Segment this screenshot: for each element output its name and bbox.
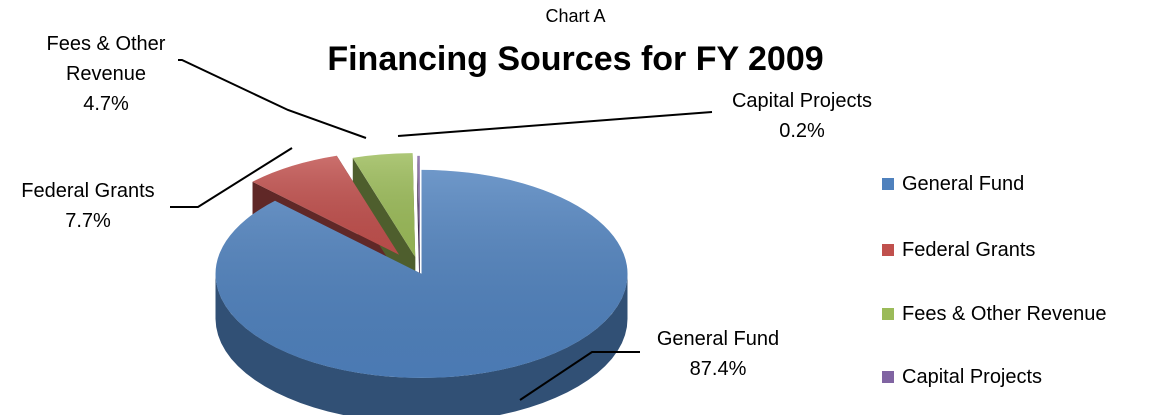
legend-item-federal-grants: Federal Grants	[882, 236, 1035, 264]
data-label-capital: Capital Projects 0.2%	[732, 90, 872, 142]
slice-shade-capital-projects	[417, 155, 420, 260]
chart-title: Financing Sources for FY 2009	[327, 40, 824, 78]
data-label-capital-line-2: 0.2%	[779, 120, 825, 142]
slice-shade-fees-other-revenue	[352, 153, 416, 258]
slice-face-capital-projects-0	[417, 155, 420, 305]
slice-shade-federal-grants	[252, 155, 400, 255]
chart-subtitle: Chart A	[545, 6, 606, 26]
legend-item-capital-projects: Capital Projects	[882, 363, 1042, 391]
data-label-general-fund: General Fund 87.4%	[657, 328, 779, 380]
leader-line-federal-grants	[170, 147, 293, 208]
data-label-general-fund-line-2: 87.4%	[690, 358, 747, 380]
data-label-general-fund-line-1: General Fund	[657, 328, 779, 350]
data-label-federal-grants-line-1: Federal Grants	[21, 180, 154, 202]
leader-line-general-fund	[519, 351, 640, 401]
legend-swatch-capital-projects	[882, 371, 894, 383]
legend-item-fees-other-revenue: Fees & Other Revenue	[882, 300, 1107, 328]
legend-label-federal-grants: Federal Grants	[902, 238, 1036, 261]
legend-swatch-fees-other-revenue	[882, 308, 894, 320]
slice-shade-general-fund	[215, 169, 628, 378]
leader-line-fees	[178, 59, 367, 139]
data-label-federal-grants-line-2: 7.7%	[65, 210, 111, 232]
slice-wall-general-fund	[215, 273, 628, 415]
legend-swatch-general-fund	[882, 178, 894, 190]
data-label-federal-grants: Federal Grants 7.7%	[21, 180, 154, 232]
data-label-capital-line-1: Capital Projects	[732, 90, 872, 112]
legend-label-general-fund: General Fund	[902, 172, 1025, 195]
data-label-fees-line-2: Revenue	[66, 63, 146, 85]
legend-label-capital-projects: Capital Projects	[902, 365, 1043, 388]
legend-swatch-federal-grants	[882, 244, 894, 256]
legend-label-fees-other-revenue: Fees & Other Revenue	[902, 302, 1107, 325]
leader-line-capital	[397, 111, 713, 137]
data-label-fees-line-3: 4.7%	[83, 93, 129, 115]
data-label-fees: Fees & Other Revenue 4.7%	[47, 33, 166, 115]
legend-item-general-fund: General Fund	[882, 170, 1024, 198]
data-label-fees-line-1: Fees & Other	[47, 33, 166, 55]
